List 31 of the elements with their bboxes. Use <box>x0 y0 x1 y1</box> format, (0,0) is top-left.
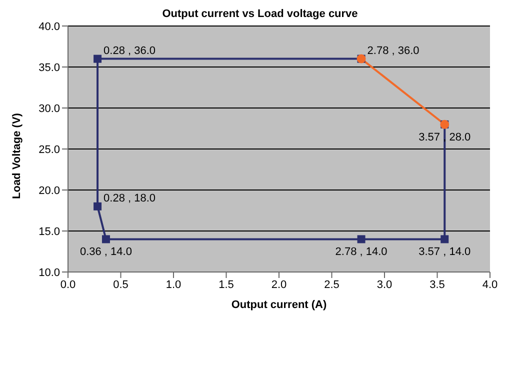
y-tick-label: 20.0 <box>38 184 60 197</box>
x-tick-label: 0.5 <box>113 278 128 291</box>
point <box>102 235 110 244</box>
point <box>357 235 366 244</box>
x-tick-label: 3.5 <box>430 278 445 291</box>
x-tick-label: 4.0 <box>482 278 498 291</box>
y-tick-label: 40.0 <box>38 20 60 33</box>
point <box>440 235 449 244</box>
x-tick-label: 3.0 <box>376 278 392 291</box>
y-axis-title: Load Voltage (V) <box>10 112 23 199</box>
x-tick-label: 1.5 <box>218 278 234 291</box>
data-label: 2.78 , 36.0 <box>367 44 420 57</box>
point <box>94 54 102 63</box>
x-tick-label: 2.5 <box>324 278 340 291</box>
y-tick-label: 25.0 <box>38 144 60 156</box>
data-label: 0.28 , 36.0 <box>104 44 156 57</box>
x-tick-label: 1.0 <box>166 278 182 291</box>
y-tick-label: 30.0 <box>38 102 60 115</box>
data-label: 3.57 , 14.0 <box>418 246 471 258</box>
point <box>94 202 102 210</box>
data-label: 3.57 , 28.0 <box>418 131 471 144</box>
chart-title: Output current vs Load voltage curve <box>161 8 359 22</box>
x-tick-label: 0.0 <box>60 278 76 291</box>
y-tick-label: 10.0 <box>38 266 60 279</box>
y-tick-label: 15.0 <box>38 226 60 238</box>
data-label: 0.28 , 18.0 <box>104 192 156 204</box>
y-tick-label: 35.0 <box>38 62 60 74</box>
x-axis-title: Output current (A) <box>231 299 327 311</box>
data-label: 2.78 , 14.0 <box>335 246 388 258</box>
data-label: 0.36 , 14.0 <box>80 246 132 258</box>
x-tick-label: 2.0 <box>271 278 287 291</box>
